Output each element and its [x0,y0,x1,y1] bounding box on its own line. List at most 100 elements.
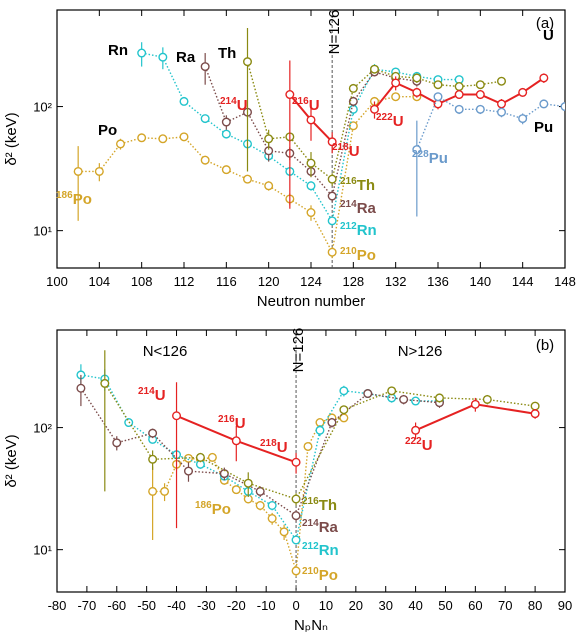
data-point [306,181,316,191]
data-point [231,485,241,495]
mass-number: 214 [220,96,237,107]
data-point [363,389,373,399]
data-point [327,137,337,147]
x-tick-label: -50 [137,598,156,613]
mass-number: 218 [332,142,349,153]
isotope-label: 186Po [195,500,231,518]
mass-number: 216 [218,414,235,425]
data-point [327,418,337,428]
x-tick-label: 104 [88,274,110,289]
isotope-label: 212Rn [302,541,339,559]
data-point [264,181,274,191]
data-point [137,133,147,143]
x-tick-label: 80 [528,598,542,613]
data-point [475,90,485,100]
data-point [291,511,301,521]
element: Pu [429,150,448,167]
element: U [277,439,288,456]
x-tick-label: 100 [46,274,68,289]
data-point [285,90,295,100]
data-point [348,83,358,93]
x-tick-label: -80 [48,598,67,613]
panel-label: (a) [536,15,554,32]
y-tick-label: 10² [33,100,52,115]
data-point [160,486,170,496]
data-point [475,80,485,90]
data-point [179,96,189,106]
data-point [454,104,464,114]
data-point [454,90,464,100]
element: Rn [319,542,339,559]
element: Po [319,567,338,584]
data-point [231,436,241,446]
x-tick-label: 128 [342,274,364,289]
data-point [412,73,422,83]
y-axis-label: δ² (keV) [3,112,20,165]
data-point [255,486,265,496]
data-point [242,57,252,67]
data-point [518,114,528,124]
series-name: Th [218,45,236,62]
isotope-label: 222U [405,436,433,454]
data-point [387,386,397,396]
isotope-label: 210Po [340,246,376,264]
isotope-label: 212Rn [340,221,377,239]
plot-area [73,27,565,259]
data-point [539,99,549,109]
series-name: Rn [108,42,128,59]
mass-number: 214 [340,199,357,210]
data-point [76,383,86,393]
series-line [141,52,460,223]
data-point [470,399,480,409]
data-point [391,78,401,88]
data-point [148,428,158,438]
data-point [339,405,349,415]
data-point [306,115,316,125]
element: U [393,113,404,130]
series-line [416,95,565,150]
x-tick-label: 124 [300,274,322,289]
data-point [560,102,565,112]
data-point [267,514,277,524]
y-tick-label: 10¹ [33,543,52,558]
isotope-label: 222U [376,112,404,130]
x-tick-label: 70 [498,598,512,613]
isotope-label: 216Th [302,496,337,514]
series-line [78,96,417,255]
data-point [221,117,231,127]
data-point [411,425,421,435]
data-point [200,155,210,165]
x-tick-label: 108 [131,274,153,289]
series-line [80,374,440,542]
element: Ra [319,519,339,536]
data-point [291,494,301,504]
x-tick-label: 140 [469,274,491,289]
data-point [158,52,168,62]
data-point [148,454,158,464]
element: Po [357,247,376,264]
data-point [148,486,158,496]
data-point [475,104,485,114]
isotope-label: 214Ra [302,518,339,536]
data-point [399,394,409,404]
region-label: N<126 [143,343,188,360]
isotope-label: 214U [138,386,166,404]
isotope-label: 218U [260,438,288,456]
data-point [291,457,301,467]
mass-number: 216 [302,496,319,507]
series-name: Ra [176,49,196,66]
x-tick-label: -40 [167,598,186,613]
x-tick-label: 60 [468,598,482,613]
data-point [497,99,507,109]
mass-number: 210 [340,246,357,257]
series-name: U [543,27,554,44]
x-tick-label: 0 [292,598,299,613]
x-tick-label: 116 [216,274,237,289]
panel-label: (b) [536,337,554,354]
series-name: Pu [534,119,553,136]
mass-number: 214 [302,518,319,529]
data-point [172,411,182,421]
series-line [104,383,536,500]
x-tick-label: 20 [349,598,363,613]
